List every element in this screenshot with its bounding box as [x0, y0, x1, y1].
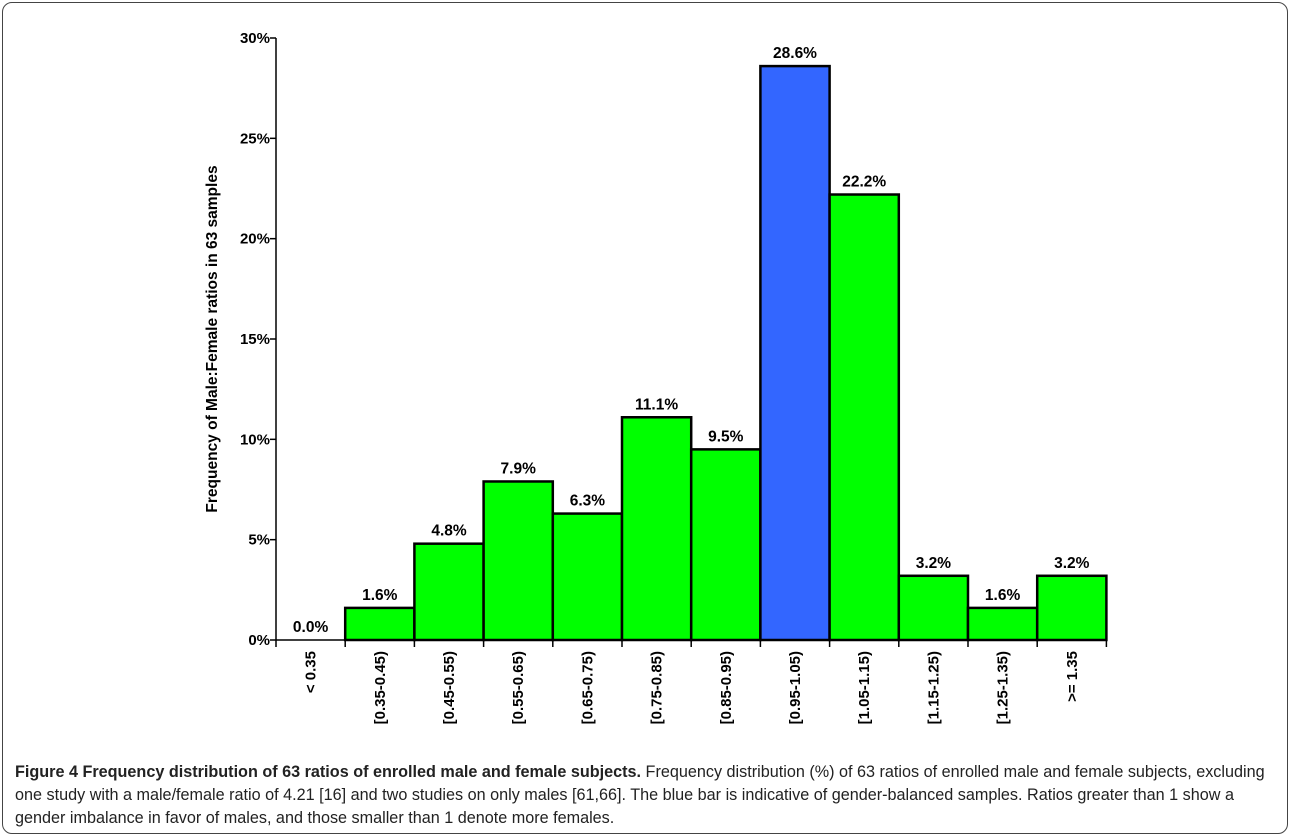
- data-label: 22.2%: [842, 174, 886, 191]
- y-axis-title: Frequency of Male:Female ratios in 63 sa…: [204, 165, 221, 512]
- data-label: 4.8%: [431, 523, 467, 540]
- data-label: 28.6%: [773, 45, 817, 62]
- figure-caption: Figure 4 Frequency distribution of 63 ra…: [15, 761, 1283, 830]
- bar: [689, 448, 762, 642]
- bar: [343, 606, 416, 642]
- x-axis: < 0.35 [0.35-0.45) [0.45-0.55) [0.55-0.65) […: [275, 639, 1108, 724]
- y-tick-label: 25%: [240, 130, 270, 147]
- data-label: 7.9%: [501, 460, 537, 477]
- x-tick-label: [0.75-0.85): [649, 651, 666, 724]
- bar: [966, 606, 1039, 642]
- data-label: 3.2%: [916, 555, 952, 572]
- bar-chart: 0% 5% 10% 15% 20% 25% 30% 0.0% 1.6% 4.8% 7.9% 6.3%…: [204, 30, 1108, 724]
- bar: [413, 542, 485, 642]
- x-tick-label: [0.35-0.45): [372, 651, 389, 724]
- data-label: 1.6%: [362, 587, 398, 604]
- x-tick-label: [0.55-0.65): [510, 651, 527, 724]
- bar: [828, 193, 901, 642]
- caption-title: Figure 4 Frequency distribution of 63 ra…: [15, 763, 642, 781]
- data-label: 9.5%: [708, 428, 744, 445]
- data-label: 6.3%: [570, 493, 606, 510]
- bars: [343, 64, 1108, 642]
- data-label: 11.1%: [635, 396, 678, 413]
- bar: [897, 574, 970, 642]
- data-label: 3.2%: [1054, 555, 1090, 572]
- x-tick-label: [1.05-1.15): [856, 651, 873, 724]
- bar: [482, 480, 555, 642]
- y-tick-label: 5%: [248, 532, 270, 549]
- y-tick-label: 20%: [240, 231, 270, 248]
- x-tick-label: [0.95-1.05): [787, 651, 804, 724]
- x-tick-label: [0.85-0.95): [718, 651, 735, 724]
- y-tick-label: 10%: [240, 431, 270, 448]
- x-tick-label: < 0.35: [303, 651, 320, 693]
- x-tick-label: [0.45-0.55): [441, 651, 458, 724]
- bar: [620, 416, 693, 642]
- data-label: 1.6%: [985, 587, 1021, 604]
- x-tick-label: [1.15-1.25): [925, 651, 942, 724]
- x-tick-label: [0.65-0.75): [579, 651, 596, 724]
- bar: [759, 64, 831, 642]
- y-axis: 0% 5% 10% 15% 20% 25% 30%: [240, 30, 277, 649]
- x-tick-label: [1.25-1.35): [995, 651, 1012, 724]
- y-tick-label: 30%: [240, 30, 270, 47]
- y-tick-label: 0%: [248, 632, 270, 649]
- data-labels: 0.0% 1.6% 4.8% 7.9% 6.3% 11.1% 9.5% 28.6% 22.2% 3…: [293, 45, 1090, 636]
- bar: [551, 512, 624, 642]
- caption-text: Frequency distribution (%) of 63 ratios …: [15, 763, 1265, 827]
- y-tick-label: 15%: [240, 331, 270, 348]
- data-label: 0.0%: [293, 619, 329, 636]
- x-tick-label: >= 1.35: [1064, 651, 1081, 702]
- bar: [1035, 574, 1108, 642]
